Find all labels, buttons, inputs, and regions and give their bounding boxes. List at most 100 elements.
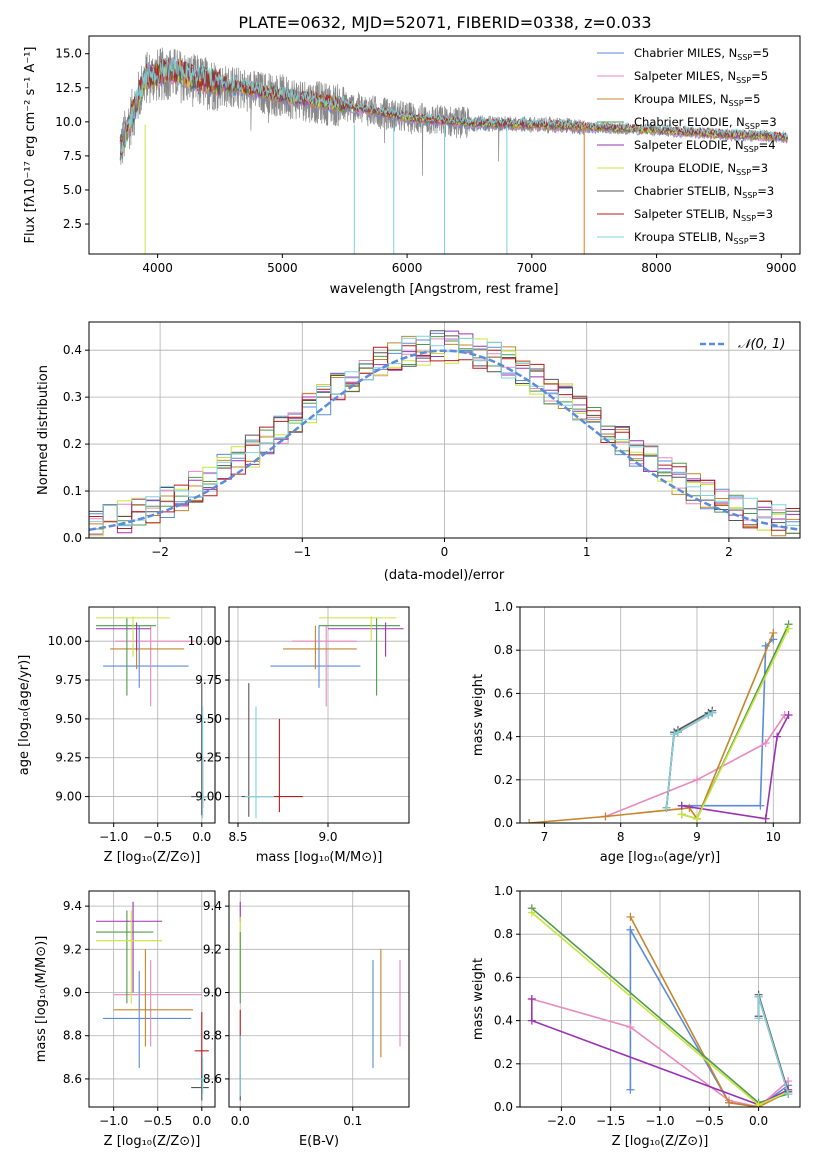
legend-model-name: Kroupa MILES, N xyxy=(634,92,729,106)
y-tick-label: 0.0 xyxy=(494,816,513,830)
residual-histogram xyxy=(89,330,800,535)
y-tick-label: 9.0 xyxy=(63,986,82,1000)
legend-value: =3 xyxy=(749,230,766,244)
mass-weight-line xyxy=(757,996,789,1095)
x-tick-label: 7000 xyxy=(517,261,548,275)
panel-marks xyxy=(527,904,793,1107)
legend-model-name: Salpeter ELODIE, N xyxy=(634,138,744,152)
x-tick-label: 0 xyxy=(441,545,449,559)
x-tick-label: −0.5 xyxy=(695,1114,724,1128)
mass-weight-marker xyxy=(601,812,610,821)
x-axis-label: E(B-V) xyxy=(299,1134,339,1149)
legend-value: =3 xyxy=(760,115,777,129)
x-tick-label: −0.5 xyxy=(143,830,172,844)
y-axis-label: age [log₁₀(age/yr)] xyxy=(17,655,32,776)
legend-label: Salpeter STELIB, NSSP=3 xyxy=(634,207,773,223)
mass-weight-marker xyxy=(673,728,682,737)
legend-label: Chabrier MILES, NSSP=5 xyxy=(634,46,769,62)
legend-subscript: SSP xyxy=(734,237,749,246)
x-axis-label: mass [log₁₀(M/M⊙)] xyxy=(256,850,383,865)
residual-xlabel: (data-model)/error xyxy=(384,568,505,583)
y-tick-label: 1.0 xyxy=(494,884,513,898)
mass-weight-line xyxy=(665,712,713,808)
legend-model-name: Chabrier ELODIE, N xyxy=(634,115,745,129)
y-tick-label: 5.0 xyxy=(63,183,82,197)
figure-title: PLATE=0632, MJD=52071, FIBERID=0338, z=0… xyxy=(238,13,651,32)
y-tick-label: 0.8 xyxy=(494,643,513,657)
panel-frame xyxy=(228,606,410,824)
spectrum-panel: 4000 5000 6000 7000 8000 9000 2.5 5.0 7.5 10.0 12.… xyxy=(23,35,801,297)
y-tick-label: 9.4 xyxy=(203,899,222,913)
residual-legend: 𝒩(0, 1) xyxy=(700,337,785,352)
mass-weight-marker xyxy=(626,1085,635,1094)
residual-histogram xyxy=(89,345,800,531)
residual-histograms xyxy=(89,330,800,537)
legend-value: =5 xyxy=(744,92,761,106)
panel-marks xyxy=(96,901,209,1101)
y-tick-label: 9.2 xyxy=(203,942,222,956)
residual-histogram xyxy=(89,335,800,537)
x-axis-label: age [log₁₀(age/yr)] xyxy=(600,850,721,865)
x-tick-label: 1 xyxy=(583,545,591,559)
y-tick-label: 10.00 xyxy=(48,634,82,648)
legend-value: =5 xyxy=(752,46,769,60)
mass-weight-marker xyxy=(761,814,770,823)
mass-weight-line xyxy=(605,714,786,818)
y-tick-label: 9.50 xyxy=(55,712,82,726)
y-tick-label: 9.25 xyxy=(195,751,222,765)
y-tick-label: 0.2 xyxy=(494,773,513,787)
residual-panel: −2 −1 0 1 2 0.0 0.1 0.2 0.3 0.4 (data-model)/erro… xyxy=(36,321,801,583)
legend-model-name: Kroupa STELIB, N xyxy=(634,230,734,244)
y-tick-label: 9.75 xyxy=(195,673,222,687)
y-axis-label: mass [log₁₀(M/M⊙)] xyxy=(34,936,49,1063)
mass-weight-marker xyxy=(769,628,778,637)
legend-label: Chabrier ELODIE, NSSP=3 xyxy=(634,115,777,131)
mass-weight-line xyxy=(681,714,790,820)
mass-weight-line xyxy=(629,916,789,1107)
legend-subscript: SSP xyxy=(736,76,751,85)
legend-subscript: SSP xyxy=(741,214,756,223)
y-tick-label: 9.25 xyxy=(55,751,82,765)
y-tick-label: 0.4 xyxy=(63,343,82,357)
mass-weight-marker xyxy=(773,732,782,741)
mass-weight-marker xyxy=(693,814,702,823)
legend-model-name: Kroupa ELODIE, N xyxy=(634,161,736,175)
y-tick-label: 0.0 xyxy=(494,1100,513,1114)
legend-model-name: Chabrier STELIB, N xyxy=(634,184,742,198)
legend-value: =5 xyxy=(751,69,768,83)
residual-histogram xyxy=(89,332,800,528)
y-tick-label: 9.75 xyxy=(55,673,82,687)
mass-weight-marker xyxy=(725,1098,734,1107)
y-tick-label: 0.3 xyxy=(63,390,82,404)
gaussian-legend-label: 𝒩(0, 1) xyxy=(738,337,785,352)
residual-histogram xyxy=(89,337,800,537)
model-spectrum xyxy=(119,56,788,154)
mass-weight-marker xyxy=(708,708,717,717)
legend-subscript: SSP xyxy=(729,99,744,108)
massweight-vs-age-panel: 7 8 9 10 0.0 0.2 0.4 0.6 0.8 1.0 age [log₁₀(age/yr… xyxy=(471,600,801,865)
x-tick-label: 0.0 xyxy=(749,1114,768,1128)
legend-subscript: SSP xyxy=(744,145,759,154)
x-tick-label: −1.0 xyxy=(645,1114,674,1128)
y-tick-label: 12.5 xyxy=(55,81,82,95)
legend-label: Salpeter MILES, NSSP=5 xyxy=(634,69,768,85)
mass-weight-marker xyxy=(784,1090,793,1099)
mass-weight-marker xyxy=(662,803,671,812)
panel-frame xyxy=(88,890,216,1108)
legend-model-name: Chabrier MILES, N xyxy=(634,46,737,60)
x-tick-label: −2 xyxy=(151,545,169,559)
gaussian-curve xyxy=(89,349,798,532)
legend-value: =3 xyxy=(757,184,774,198)
y-tick-label: 7.5 xyxy=(63,149,82,163)
spectrum-xlabel: wavelength [Angstrom, rest frame] xyxy=(330,282,559,297)
mass-weight-marker xyxy=(754,992,763,1001)
y-tick-label: 0.4 xyxy=(494,730,513,744)
y-tick-label: 0.8 xyxy=(494,927,513,941)
x-axis-label: Z [log₁₀(Z/Z⊙)] xyxy=(104,850,201,865)
y-tick-label: 0.6 xyxy=(494,970,513,984)
massweight-vs-metallicity-panel: −2.0 −1.5 −1.0 −0.5 0.0 0.0 0.2 0.4 0.6 0.8 1.0 Z [… xyxy=(471,884,801,1149)
mass-weight-marker xyxy=(525,819,534,823)
legend-label: Kroupa MILES, NSSP=5 xyxy=(634,92,760,108)
x-tick-label: 10 xyxy=(766,830,781,844)
